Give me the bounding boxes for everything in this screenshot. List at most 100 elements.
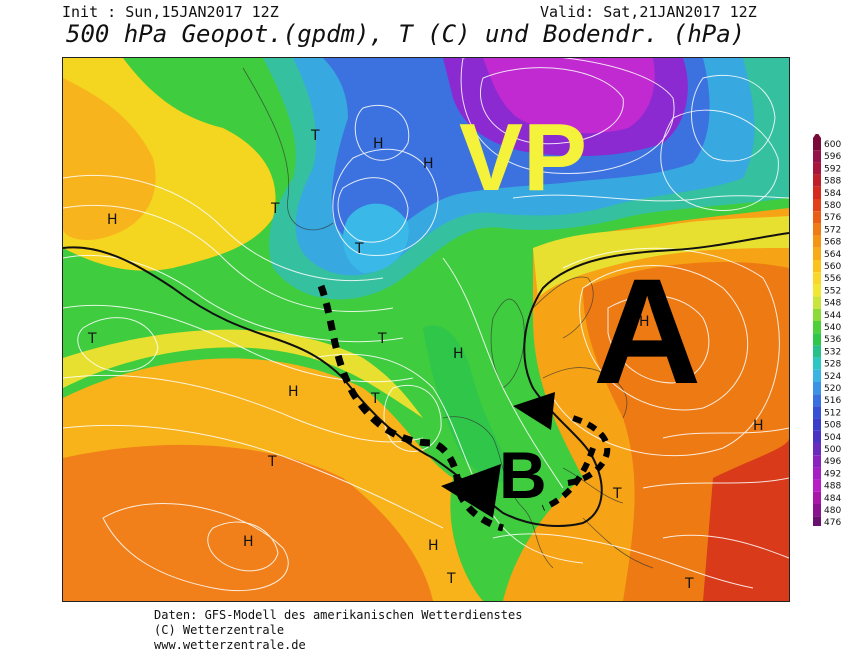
scale-swatch [813, 296, 821, 309]
high-marker: H [373, 136, 384, 152]
high-marker: H [453, 346, 464, 362]
arrow-west [441, 464, 501, 518]
field-yellow-ne [533, 216, 789, 298]
scale-swatch [813, 504, 821, 517]
scale-swatch [813, 369, 821, 382]
high-marker: H [243, 534, 254, 550]
scale-label: 532 [824, 347, 841, 357]
map-canvas: VP A B H H H H H H H H H T T T T T T T T… [63, 58, 789, 601]
field-yellow-sw [63, 329, 423, 418]
scale-swatch [813, 162, 821, 175]
scale-swatch [813, 150, 821, 163]
scale-swatch [813, 174, 821, 187]
scale-swatch [813, 284, 821, 297]
contour-552 [63, 232, 789, 527]
scale-label: 576 [824, 213, 841, 223]
scale-swatch [813, 382, 821, 395]
low-marker: T [446, 571, 456, 587]
low-marker: T [612, 486, 622, 502]
scale-label: 560 [824, 262, 841, 272]
field-trough [423, 325, 513, 482]
low-marker: T [310, 128, 320, 144]
scale-label: 492 [824, 469, 841, 479]
scale-label: 568 [824, 238, 841, 248]
scale-swatch [813, 345, 821, 358]
scale-label: 488 [824, 482, 841, 492]
footer-source: Daten: GFS-Modell des amerikanischen Wet… [154, 608, 523, 622]
color-scale: 600 596 592 588 584 580 576 572 568 564 560 556 552 5… [813, 134, 841, 526]
footer-copyright: (C) Wetterzentrale [154, 623, 285, 637]
low-marker: T [354, 241, 364, 257]
scale-label: 564 [824, 250, 841, 260]
scale-swatch [813, 394, 821, 407]
scale-label: 504 [824, 433, 841, 443]
scale-swatch [813, 333, 821, 346]
scale-label: 508 [824, 421, 841, 431]
weather-map: VP A B H H H H H H H H H T T T T T T T T… [62, 57, 790, 602]
scale-label: 476 [824, 518, 841, 526]
scale-label: 580 [824, 201, 841, 211]
scale-label: 524 [824, 372, 841, 382]
scale-swatch [813, 357, 821, 370]
a-annotation: A [593, 247, 701, 415]
field-cold-iceland [343, 203, 409, 273]
scale-swatch [813, 443, 821, 456]
scale-label: 592 [824, 164, 841, 174]
scale-swatch [813, 138, 821, 151]
scale-label: 544 [824, 311, 841, 321]
high-marker: H [753, 418, 764, 434]
scale-swatch [813, 247, 821, 260]
scale-label: 600 [824, 140, 841, 150]
b-annotation: B [499, 438, 547, 512]
scale-swatch [813, 199, 821, 212]
low-marker: T [270, 201, 280, 217]
scale-swatch [813, 418, 821, 431]
scale-top-tip [813, 134, 821, 138]
scale-label: 496 [824, 457, 841, 467]
scale-swatch [813, 186, 821, 199]
map-title: 500 hPa Geopot.(gpdm), T (C) und Bodendr… [66, 20, 746, 48]
scale-label: 480 [824, 506, 841, 516]
field-red-se [703, 438, 789, 601]
scale-label: 520 [824, 384, 841, 394]
high-marker: H [428, 538, 439, 554]
valid-time: Valid: Sat,21JAN2017 12Z [540, 3, 757, 21]
upper-dashed-line [567, 415, 611, 486]
field-orange-nw [63, 78, 156, 240]
high-marker: H [423, 156, 434, 172]
scale-label: 528 [824, 360, 841, 370]
footer-url: www.wetterzentrale.de [154, 638, 306, 652]
high-marker: H [639, 314, 650, 330]
scale-label: 584 [824, 189, 841, 199]
scale-label: 536 [824, 335, 841, 345]
high-marker: H [107, 212, 118, 228]
high-marker: H [288, 384, 299, 400]
scale-swatch [813, 430, 821, 443]
footer: Daten: GFS-Modell des amerikanischen Wet… [154, 608, 522, 653]
low-marker: T [377, 331, 387, 347]
low-marker: T [684, 576, 694, 592]
scale-label: 556 [824, 274, 841, 284]
scale-swatch [813, 308, 821, 321]
low-marker: T [267, 454, 277, 470]
scale-label: 572 [824, 225, 841, 235]
scale-label: 512 [824, 408, 841, 418]
pressure-markers: H H H H H H H H H T T T T T T T T T T [87, 128, 764, 592]
arrow-north [513, 392, 555, 430]
scale-swatch [813, 455, 821, 468]
low-marker: T [370, 391, 380, 407]
field-vortex-core [483, 58, 655, 134]
scale-swatch [813, 260, 821, 273]
scale-swatch [813, 235, 821, 248]
scale-label: 516 [824, 396, 841, 406]
scale-label: 596 [824, 152, 841, 162]
scale-swatch [813, 272, 821, 285]
scale-swatch [813, 223, 821, 236]
scale-label: 540 [824, 323, 841, 333]
scale-swatch [813, 516, 821, 526]
scale-label: 484 [824, 494, 841, 504]
scale-swatch [813, 479, 821, 492]
scale-label: 588 [824, 177, 841, 187]
vp-annotation: VP [459, 104, 587, 211]
ridge-dashed-line [541, 447, 596, 511]
